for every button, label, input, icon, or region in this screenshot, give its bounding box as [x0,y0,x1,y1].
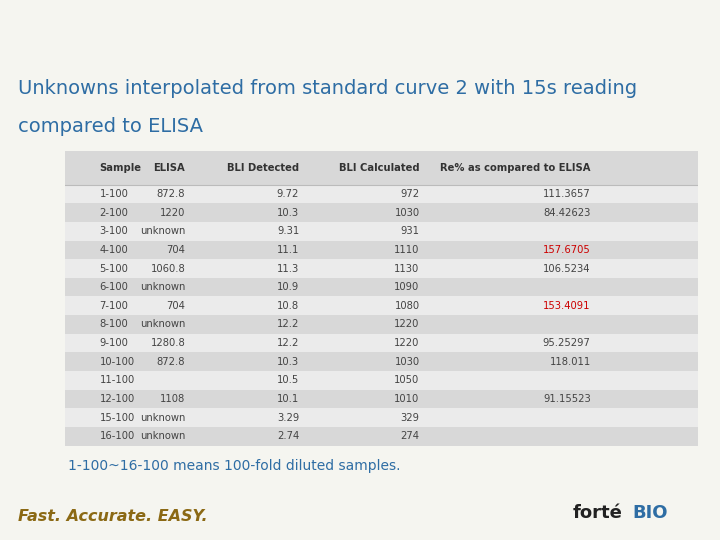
Bar [65,390,698,408]
Text: 1090: 1090 [395,282,420,292]
Bar [65,353,698,371]
Text: 2-100: 2-100 [99,208,129,218]
Text: 12.2: 12.2 [277,320,300,329]
Text: 872.8: 872.8 [157,357,185,367]
Text: 5-100: 5-100 [99,264,129,274]
Bar [65,259,698,278]
Text: 1280.8: 1280.8 [150,338,185,348]
Text: ELISA: ELISA [153,163,185,173]
Text: 10-100: 10-100 [99,357,135,367]
Text: 153.4091: 153.4091 [543,301,590,311]
Text: 11-100: 11-100 [99,375,135,386]
Text: 1220: 1220 [395,338,420,348]
Text: 1220: 1220 [160,208,185,218]
Text: 10.9: 10.9 [277,282,300,292]
Text: 2.74: 2.74 [277,431,300,441]
Text: Unknowns interpolated from standard curve 2 with 15s reading: Unknowns interpolated from standard curv… [18,79,637,98]
Text: 12.2: 12.2 [277,338,300,348]
Bar [65,241,698,259]
Bar [65,427,698,446]
Text: 872.8: 872.8 [157,189,185,199]
Text: 9.72: 9.72 [277,189,300,199]
Text: BLI Detected: BLI Detected [227,163,300,173]
Text: 95.25297: 95.25297 [543,338,590,348]
Text: 118.011: 118.011 [549,357,590,367]
Text: 1110: 1110 [395,245,420,255]
Text: 10.3: 10.3 [277,208,300,218]
Text: 8-100: 8-100 [99,320,128,329]
Text: unknown: unknown [140,282,185,292]
Text: 1010: 1010 [395,394,420,404]
Text: 10.8: 10.8 [277,301,300,311]
Text: forté: forté [572,504,622,522]
Text: 10.3: 10.3 [277,357,300,367]
Text: 1-100~16-100 means 100-fold diluted samples.: 1-100~16-100 means 100-fold diluted samp… [68,459,400,472]
Text: 11.3: 11.3 [277,264,300,274]
Text: 329: 329 [400,413,420,423]
Text: BLI Calculated: BLI Calculated [339,163,420,173]
Text: 3-100: 3-100 [99,226,128,237]
Text: 1108: 1108 [160,394,185,404]
Bar [65,334,698,353]
Text: 704: 704 [166,301,185,311]
Text: 1130: 1130 [395,264,420,274]
Bar [65,204,698,222]
Bar [65,371,698,390]
Bar [65,296,698,315]
Text: 1080: 1080 [395,301,420,311]
Text: 1-100: 1-100 [99,189,129,199]
Text: 16-100: 16-100 [99,431,135,441]
Text: unknown: unknown [140,226,185,237]
Text: 9-100: 9-100 [99,338,129,348]
Bar [65,408,698,427]
Text: 3.29: 3.29 [277,413,300,423]
Text: 931: 931 [400,226,420,237]
Bar [65,185,698,204]
Text: 1060.8: 1060.8 [150,264,185,274]
Text: Re% as compared to ELISA: Re% as compared to ELISA [440,163,590,173]
Text: 1030: 1030 [395,357,420,367]
Text: compared to ELISA: compared to ELISA [18,117,203,136]
Text: 274: 274 [400,431,420,441]
Text: 9.31: 9.31 [277,226,300,237]
Text: BIO: BIO [632,504,667,522]
Text: 4-100: 4-100 [99,245,128,255]
Text: unknown: unknown [140,413,185,423]
Text: 1050: 1050 [395,375,420,386]
Text: 12-100: 12-100 [99,394,135,404]
Text: unknown: unknown [140,431,185,441]
Text: unknown: unknown [140,320,185,329]
Text: 11.1: 11.1 [277,245,300,255]
Text: Sample: Sample [99,163,142,173]
Bar [65,278,698,296]
Text: 10.5: 10.5 [277,375,300,386]
Text: Fast. Accurate. EASY.: Fast. Accurate. EASY. [18,509,207,524]
Text: 15-100: 15-100 [99,413,135,423]
Text: 10.1: 10.1 [277,394,300,404]
Text: 1030: 1030 [395,208,420,218]
Text: 106.5234: 106.5234 [543,264,590,274]
Bar [65,315,698,334]
Bar [65,222,698,241]
Text: 91.15523: 91.15523 [543,394,590,404]
Text: 6-100: 6-100 [99,282,129,292]
Text: 7-100: 7-100 [99,301,129,311]
Text: 972: 972 [400,189,420,199]
Text: 157.6705: 157.6705 [543,245,590,255]
Text: 704: 704 [166,245,185,255]
Text: 111.3657: 111.3657 [543,189,590,199]
Text: 84.42623: 84.42623 [544,208,590,218]
Text: 1220: 1220 [395,320,420,329]
